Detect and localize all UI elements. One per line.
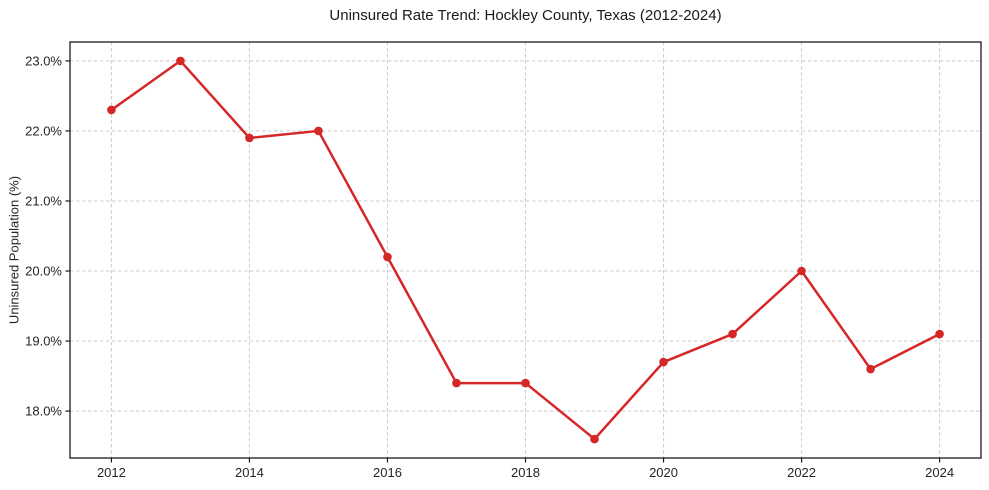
data-point-2021 [728, 329, 737, 339]
data-point-2019 [590, 434, 599, 444]
data-point-2013 [176, 56, 185, 66]
x-tick-label: 2016 [373, 465, 402, 480]
x-tick-label: 2014 [235, 465, 264, 480]
data-point-2023 [866, 364, 875, 374]
x-tick-label: 2020 [649, 465, 678, 480]
data-point-2015 [314, 126, 323, 136]
x-tick-label: 2022 [787, 465, 816, 480]
x-tick-label: 2012 [97, 465, 126, 480]
y-tick-label: 21.0% [25, 193, 62, 208]
data-point-2020 [659, 357, 668, 367]
y-tick-label: 22.0% [25, 123, 62, 138]
x-tick-label: 2018 [511, 465, 540, 480]
y-tick-label: 19.0% [25, 334, 62, 349]
data-point-2018 [521, 378, 530, 388]
data-point-2022 [797, 266, 806, 276]
data-point-2012 [107, 105, 116, 115]
x-tick-label: 2024 [925, 465, 954, 480]
data-point-2024 [935, 329, 944, 339]
data-point-2014 [245, 133, 254, 143]
y-tick-label: 23.0% [25, 53, 62, 68]
chart-title: Uninsured Rate Trend: Hockley County, Te… [329, 7, 722, 24]
data-point-2016 [383, 252, 392, 262]
data-point-2017 [452, 378, 461, 388]
y-tick-label: 18.0% [25, 404, 62, 419]
y-tick-label: 20.0% [25, 264, 62, 279]
